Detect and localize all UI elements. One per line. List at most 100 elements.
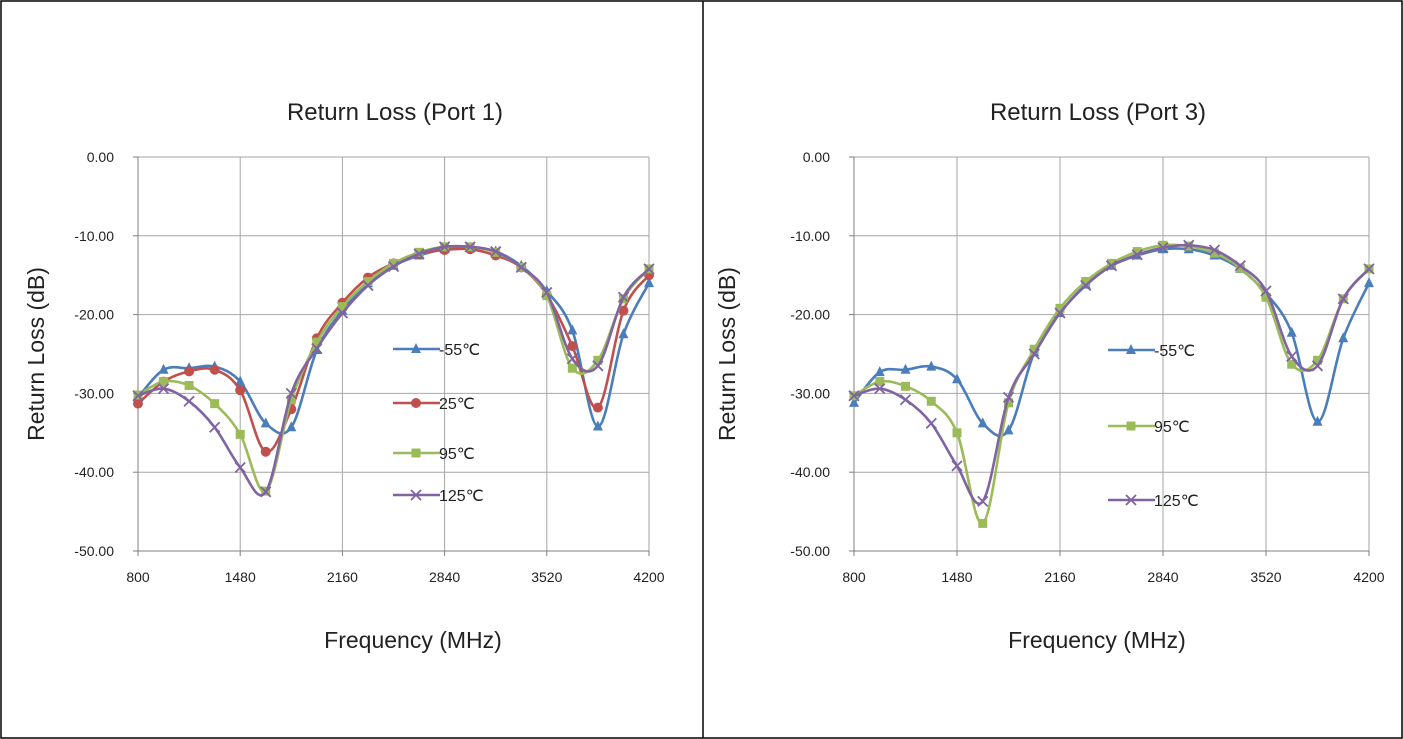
data-point-55-1140: [900, 363, 911, 374]
data-point-55-4030: [1338, 332, 1349, 343]
data-point-55-970: [158, 363, 169, 374]
y-tick-label: -50.00: [74, 543, 114, 559]
data-point-95-1650: [978, 518, 988, 528]
data-point-125-4200: [643, 263, 655, 275]
data-point-125-970: [157, 383, 170, 395]
y-tick-label: 0.00: [803, 149, 830, 165]
data-point-125-1990: [311, 342, 323, 355]
data-point-95-1310: [210, 399, 220, 409]
data-point-25-800: [133, 398, 143, 409]
data-point-125-2840: [438, 241, 451, 253]
data-point-125-3350: [515, 261, 527, 273]
series-125: [848, 239, 1375, 507]
data-point-95-1480: [235, 429, 245, 439]
data-point-95-1480: [952, 428, 962, 438]
data-point-95-2670: [414, 247, 424, 257]
legend-marker: [411, 448, 421, 458]
data-point-25-3690: [567, 341, 578, 352]
legend-label: 125℃: [1154, 493, 1199, 510]
y-tick-label: -30.00: [74, 385, 114, 401]
legend-entry-125: 125℃: [1108, 493, 1199, 510]
data-point-125-1480: [951, 460, 963, 472]
data-point-95-1140: [901, 381, 910, 391]
legend-entry-55: -55℃: [1108, 343, 1195, 360]
legend-marker: [411, 343, 421, 353]
data-point-95-1990: [312, 337, 322, 347]
data-point-25-1650: [260, 446, 271, 457]
data-point-25-4030: [618, 305, 629, 316]
data-point-125-3520: [1260, 285, 1272, 297]
data-point-95-1820: [1004, 398, 1013, 408]
data-point-125-4030: [1337, 293, 1349, 305]
legend-marker: [1126, 421, 1136, 431]
data-point-55-1310: [926, 360, 937, 371]
series-125: [132, 241, 655, 498]
legend-entry-95: 95℃: [1108, 419, 1190, 436]
legend-marker: [1125, 494, 1137, 506]
data-point-125-2670: [413, 248, 425, 260]
data-point-125-800: [132, 390, 144, 402]
data-point-25-1310: [209, 364, 220, 375]
data-point-125-2840: [1157, 241, 1169, 254]
chart-panel-port-1: 0.00 -10.00 -20.00 -30.00 -40.00 -50.00 800 148…: [23, 99, 665, 653]
data-point-55-4030: [618, 328, 629, 339]
legend-label: 95℃: [439, 446, 475, 463]
series-line-95: [853, 243, 1370, 525]
data-point-55-1650: [977, 417, 988, 428]
data-point-95-970: [875, 377, 885, 387]
data-point-55-800: [849, 396, 859, 407]
x-tick-label: 800: [126, 569, 150, 585]
chart-panel-port-3: 0.00 -10.00 -20.00 -30.00 -40.00 -50.00 800 148…: [714, 99, 1385, 653]
data-point-125-3520: [541, 286, 553, 299]
y-axis-title: Return Loss (dB): [714, 267, 740, 441]
data-point-95-3180: [1210, 248, 1219, 258]
data-point-125-1140: [899, 394, 912, 406]
x-tick-label: 2160: [1044, 569, 1075, 585]
x-tick-label: 3520: [531, 569, 562, 585]
data-point-95-3860: [1313, 355, 1322, 365]
data-point-55-3690: [567, 324, 578, 335]
x-axis-title: Frequency (MHz): [324, 627, 502, 653]
legend-label: -55℃: [439, 342, 480, 359]
data-point-125-1820: [1002, 391, 1015, 403]
plot-area: [138, 157, 649, 551]
data-point-125-3690: [1286, 350, 1298, 363]
y-tick-label: -20.00: [74, 307, 114, 323]
data-point-125-2670: [1131, 249, 1143, 261]
x-tick-label: 2840: [429, 569, 460, 585]
x-tick-label: 2840: [1147, 569, 1178, 585]
data-point-95-1990: [1029, 344, 1039, 354]
data-point-125-1310: [209, 421, 221, 433]
data-point-25-1480: [235, 385, 246, 396]
data-point-95-3350: [1235, 263, 1245, 273]
legend-marker: [410, 489, 422, 501]
data-point-95-970: [159, 377, 169, 387]
data-point-95-1820: [286, 395, 296, 405]
chart-title: Return Loss (Port 3): [990, 99, 1206, 126]
y-tick-label: -50.00: [790, 543, 830, 559]
legend-marker: [1126, 344, 1136, 354]
data-point-125-1140: [183, 395, 195, 407]
data-point-95-3690: [567, 363, 577, 373]
legend-entry-95: 95℃: [393, 446, 475, 463]
chart-title: Return Loss (Port 1): [287, 99, 503, 126]
data-point-55-1820: [1003, 424, 1014, 435]
y-tick-label: -40.00: [790, 464, 830, 480]
data-point-55-3690: [1286, 326, 1297, 337]
data-point-95-3520: [1261, 292, 1271, 302]
data-point-95-1310: [926, 396, 936, 406]
legend-label: 95℃: [1154, 419, 1190, 436]
data-point-95-2500: [389, 258, 398, 268]
data-point-125-2160: [1054, 307, 1066, 319]
data-point-125-2500: [387, 260, 400, 273]
y-tick-label: 0.00: [87, 149, 114, 165]
data-point-95-2670: [1132, 247, 1142, 257]
data-point-95-2160: [1055, 303, 1065, 313]
x-tick-label: 1480: [941, 569, 972, 585]
data-point-55-3860: [592, 420, 603, 431]
x-tick-label: 800: [842, 569, 866, 585]
data-point-125-1650: [260, 486, 272, 498]
data-point-95-3690: [1287, 359, 1297, 369]
x-tick-label: 3520: [1250, 569, 1281, 585]
